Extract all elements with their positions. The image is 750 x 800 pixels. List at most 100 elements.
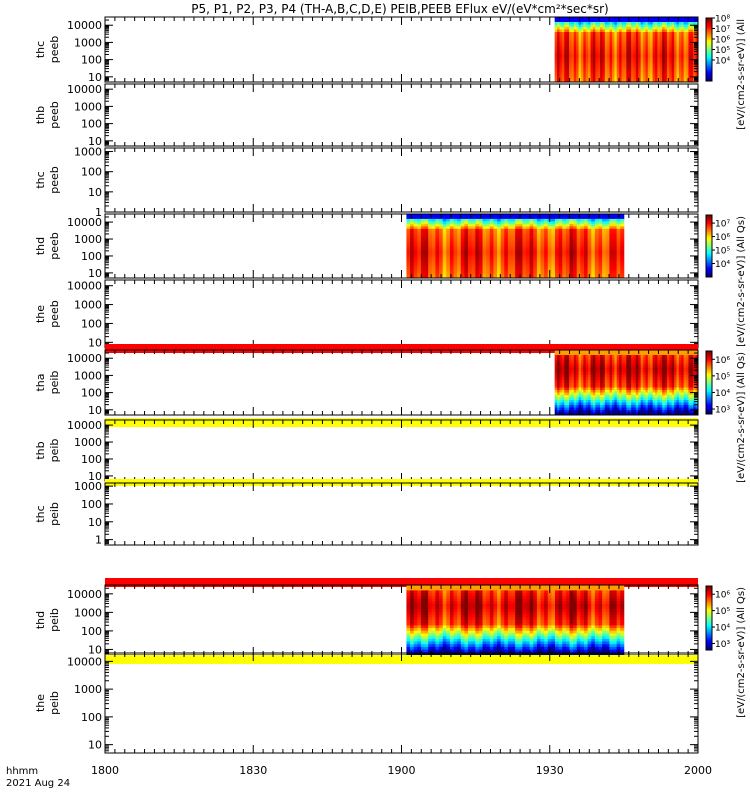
data-cell	[681, 37, 685, 40]
data-cell	[561, 357, 565, 361]
data-cell	[678, 59, 682, 63]
data-cell	[613, 260, 618, 264]
data-cell	[460, 250, 465, 254]
data-cell	[628, 24, 632, 28]
data-cell	[569, 248, 574, 252]
data-cell	[588, 390, 591, 393]
data-cell	[468, 273, 473, 276]
data-cell	[486, 216, 491, 220]
data-cell	[595, 69, 599, 73]
data-cell	[578, 387, 582, 391]
data-cell	[559, 370, 563, 373]
data-cell	[645, 67, 649, 70]
data-cell	[428, 248, 433, 252]
data-cell	[564, 27, 568, 30]
data-cell	[559, 397, 563, 401]
data-cell	[471, 258, 476, 262]
data-cell	[664, 32, 668, 35]
data-cell	[594, 214, 599, 217]
data-cell	[585, 19, 589, 23]
data-cell	[609, 253, 614, 257]
data-cell	[597, 362, 601, 366]
data-cell	[604, 74, 608, 78]
data-cell	[573, 37, 577, 40]
data-cell	[602, 407, 606, 411]
data-cell	[683, 52, 687, 55]
data-cell	[633, 27, 637, 30]
data-cell	[616, 385, 620, 388]
data-cell	[676, 74, 680, 78]
data-cell	[489, 268, 494, 272]
data-cell	[573, 226, 578, 230]
data-cell	[643, 77, 646, 80]
data-cell	[533, 243, 538, 247]
data-cell	[604, 54, 608, 58]
data-cell	[507, 226, 512, 230]
data-cell	[504, 216, 509, 220]
data-cell	[566, 77, 570, 80]
data-cell	[609, 360, 613, 363]
data-cell	[621, 400, 625, 403]
data-cell	[569, 350, 572, 353]
data-cell	[683, 24, 687, 28]
colorbar-swatch	[706, 55, 712, 58]
data-cell	[681, 67, 685, 70]
data-cell	[559, 377, 563, 381]
data-cell	[619, 352, 622, 356]
data-cell	[621, 405, 625, 408]
data-cell	[620, 223, 625, 227]
data-cell	[566, 69, 570, 73]
panel-frame	[104, 83, 699, 147]
data-cell	[635, 62, 639, 65]
data-cell	[609, 44, 613, 48]
data-cell	[526, 231, 531, 235]
data-cell	[564, 385, 568, 388]
data-cell	[569, 270, 574, 274]
data-cell	[453, 214, 458, 217]
data-cell	[571, 77, 575, 80]
data-cell	[580, 387, 584, 391]
data-cell	[482, 253, 487, 257]
data-cell	[686, 42, 689, 45]
data-cell	[511, 265, 516, 269]
data-cell	[453, 263, 458, 267]
data-cell	[566, 407, 570, 411]
data-cell	[623, 362, 627, 366]
colorbar-swatch	[706, 62, 712, 65]
data-cell	[647, 49, 651, 53]
data-cell	[571, 402, 575, 406]
data-cell	[564, 380, 568, 383]
data-cell	[621, 385, 625, 388]
data-cell	[662, 39, 665, 43]
data-cell	[614, 375, 618, 378]
data-cell	[592, 67, 596, 70]
data-cell	[500, 243, 505, 247]
data-cell	[551, 243, 556, 247]
data-cell	[555, 250, 560, 254]
data-cell	[623, 390, 627, 393]
data-cell	[446, 221, 451, 225]
data-cell	[573, 375, 577, 378]
data-cell	[688, 39, 692, 43]
data-cell	[686, 29, 689, 33]
data-cell	[592, 357, 596, 361]
data-cell	[547, 238, 552, 242]
data-cell	[559, 382, 563, 386]
data-cell	[453, 218, 458, 222]
data-cell	[420, 231, 425, 235]
data-cell	[584, 221, 589, 225]
data-cell	[688, 54, 692, 58]
data-cell	[511, 275, 516, 279]
data-cell	[571, 37, 575, 40]
data-cell	[605, 255, 610, 259]
data-cell	[526, 275, 531, 279]
data-cell	[446, 253, 451, 257]
data-cell	[540, 216, 545, 220]
data-cell	[584, 241, 589, 244]
data-cell	[533, 231, 538, 235]
data-cell	[453, 258, 458, 262]
data-cell	[614, 24, 618, 28]
data-cell	[559, 42, 563, 45]
data-cell	[616, 375, 620, 378]
data-cell	[522, 233, 527, 237]
